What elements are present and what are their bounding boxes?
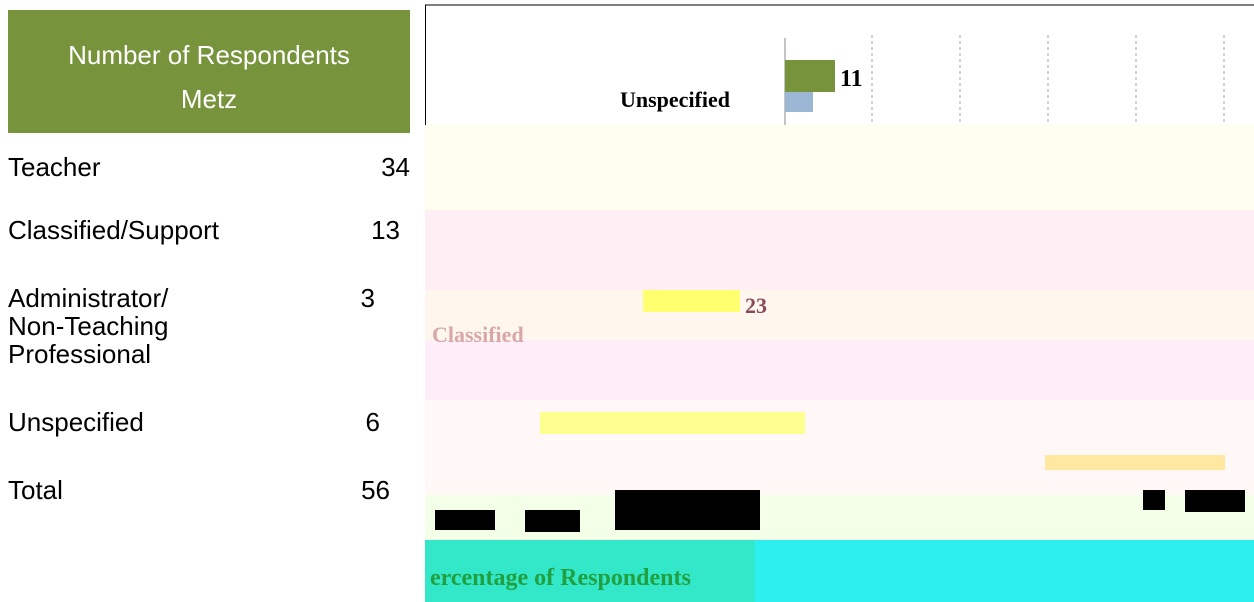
value-label: 11	[840, 66, 863, 92]
noise-block	[1185, 490, 1245, 512]
grid	[872, 35, 1224, 125]
row-value: 3	[295, 284, 375, 312]
noise-block	[540, 412, 805, 434]
noise-band	[755, 540, 1254, 602]
bar	[785, 60, 835, 92]
row-value: 56	[310, 476, 390, 504]
noise-block	[435, 510, 495, 530]
row-value: 6	[300, 408, 380, 436]
header-subtitle: Metz	[8, 84, 410, 115]
table-header: Number of Respondents Metz	[8, 10, 410, 133]
row-label: Administrator/ Non-Teaching Professional	[8, 284, 168, 368]
row-label: Total	[8, 476, 63, 504]
header-title: Number of Respondents	[8, 40, 410, 71]
row-label: Classified/Support	[8, 216, 219, 244]
noise-band	[425, 290, 1254, 340]
chart-image: 11 Unspecified 23 Classified ercentage o…	[425, 0, 1254, 602]
noise-block	[643, 290, 740, 312]
noise-block	[1143, 490, 1165, 510]
bar	[785, 92, 813, 112]
noise-band	[425, 125, 1254, 210]
axis-title: ercentage of Respondents	[430, 565, 691, 591]
noise-band	[425, 340, 1254, 400]
value-label: 23	[745, 293, 767, 318]
row-value: 13	[320, 216, 400, 244]
page: Number of Respondents Metz Teacher 34 Cl…	[0, 0, 1254, 602]
category-label: Unspecified	[620, 87, 730, 112]
noise-band	[425, 210, 1254, 290]
row-label: Unspecified	[8, 408, 144, 436]
row-label: Teacher	[8, 153, 101, 181]
row-value: 34	[330, 153, 410, 181]
noise-block	[615, 490, 760, 530]
category-label: Classified	[432, 322, 524, 347]
noise-block	[525, 510, 580, 532]
noise-block	[1045, 455, 1225, 470]
